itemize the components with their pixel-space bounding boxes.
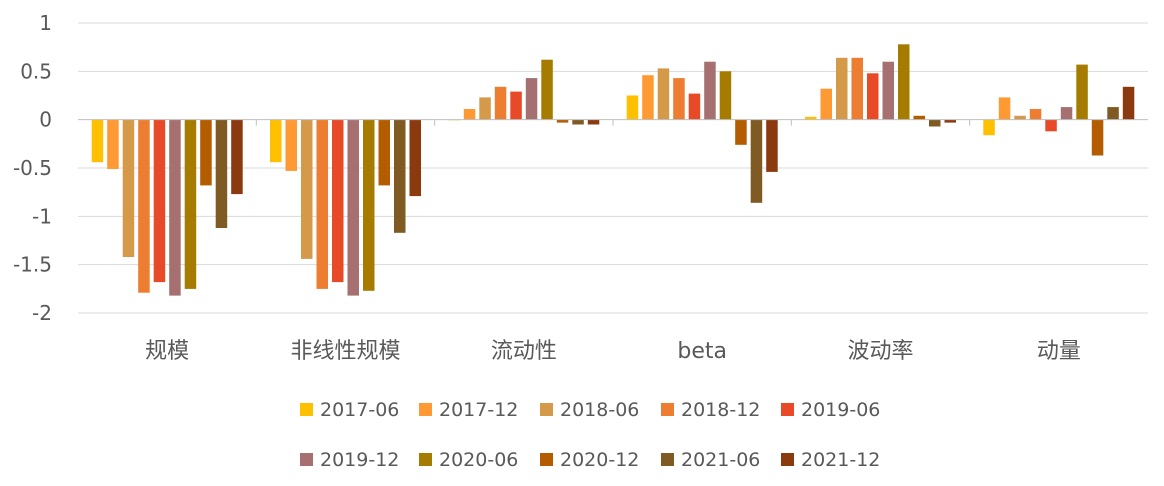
bar (510, 91, 522, 120)
legend-swatch (300, 453, 313, 466)
bar (409, 119, 421, 197)
bar (184, 119, 197, 289)
bar (122, 119, 135, 257)
legend-swatch (661, 453, 674, 466)
legend-swatch (419, 403, 432, 416)
y-tick-label: 0.5 (20, 59, 52, 83)
bar (704, 61, 716, 120)
category-label: 流动性 (491, 339, 557, 364)
bar (851, 57, 863, 120)
legend-label: 2017-06 (320, 399, 399, 421)
y-tick-label: -1 (32, 204, 52, 228)
category-label: 非线性规模 (290, 339, 400, 364)
y-tick-label: 1 (39, 11, 52, 35)
legend: 2017-06 2017-12 2018-06 2018-12 2019-06 2019-… (300, 399, 880, 471)
bar (1076, 64, 1088, 120)
legend-label: 2018-06 (560, 399, 639, 421)
bar (541, 59, 553, 120)
bar (1091, 119, 1104, 156)
category-label: 规模 (145, 339, 189, 364)
bar (215, 119, 228, 228)
bar (301, 119, 313, 259)
bar (107, 119, 119, 169)
bar (91, 119, 104, 163)
bar (270, 119, 282, 163)
bar (673, 78, 685, 120)
bar (750, 119, 763, 203)
bar (138, 119, 150, 293)
bar (363, 119, 375, 291)
legend-swatch (540, 403, 553, 416)
legend-label: 2019-06 (801, 399, 880, 421)
legend-label: 2021-12 (801, 449, 880, 471)
bar (836, 57, 848, 120)
bar (1029, 109, 1042, 120)
bar (200, 119, 212, 186)
legend-label: 2019-12 (320, 449, 399, 471)
bar (657, 68, 670, 120)
y-tick-label: -2 (32, 301, 52, 325)
bar (766, 119, 778, 172)
legend-label: 2020-12 (560, 449, 639, 471)
bar (626, 95, 639, 120)
bar (556, 119, 569, 123)
bar (719, 71, 732, 120)
legend-swatch (540, 453, 553, 466)
bar (944, 119, 956, 123)
legend-swatch (300, 403, 313, 416)
legend-label: 2017-12 (439, 399, 518, 421)
bar (587, 119, 600, 125)
legend-label: 2018-12 (681, 399, 760, 421)
bar (463, 109, 476, 120)
y-tick-label: -0.5 (13, 156, 52, 180)
legend-swatch (781, 403, 794, 416)
bar (231, 119, 243, 195)
bar (494, 86, 507, 120)
y-tick-label: -1.5 (13, 253, 52, 277)
bar (688, 93, 701, 120)
bar (913, 115, 925, 120)
bar (867, 73, 879, 120)
bar (882, 61, 894, 120)
bar (735, 119, 747, 145)
bar (347, 119, 359, 296)
category-label: beta (677, 339, 727, 364)
bar (169, 119, 181, 296)
bar (153, 119, 166, 283)
legend-label: 2020-06 (439, 449, 518, 471)
bar (479, 97, 491, 120)
category-labels: 规模 非线性规模 流动性 beta 波动率 动量 (145, 339, 1081, 364)
bar (898, 44, 910, 120)
bar (1045, 119, 1057, 132)
bar (316, 119, 328, 289)
bar (1107, 107, 1119, 120)
category-label: 动量 (1037, 339, 1081, 364)
bar (1014, 115, 1026, 120)
bar (378, 119, 390, 186)
legend-swatch (419, 453, 432, 466)
legend-swatch (781, 453, 794, 466)
bar (983, 119, 995, 136)
bar (332, 119, 344, 283)
bar (642, 75, 654, 120)
legend-label: 2021-06 (681, 449, 760, 471)
bar (820, 88, 832, 120)
bar (805, 116, 817, 120)
bars (91, 44, 1135, 296)
bar (1060, 107, 1073, 120)
bar (572, 119, 584, 125)
bar (394, 119, 406, 233)
bar (998, 97, 1011, 120)
bar (1122, 86, 1135, 120)
bar (525, 78, 538, 120)
y-tick-label: 0 (39, 108, 52, 132)
gridlines (78, 22, 1148, 314)
legend-swatch (661, 403, 674, 416)
y-axis-labels: 1 0.5 0 -0.5 -1 -1.5 -2 (13, 11, 52, 325)
category-label: 波动率 (847, 339, 913, 364)
bar (929, 119, 941, 127)
bar (285, 119, 297, 171)
